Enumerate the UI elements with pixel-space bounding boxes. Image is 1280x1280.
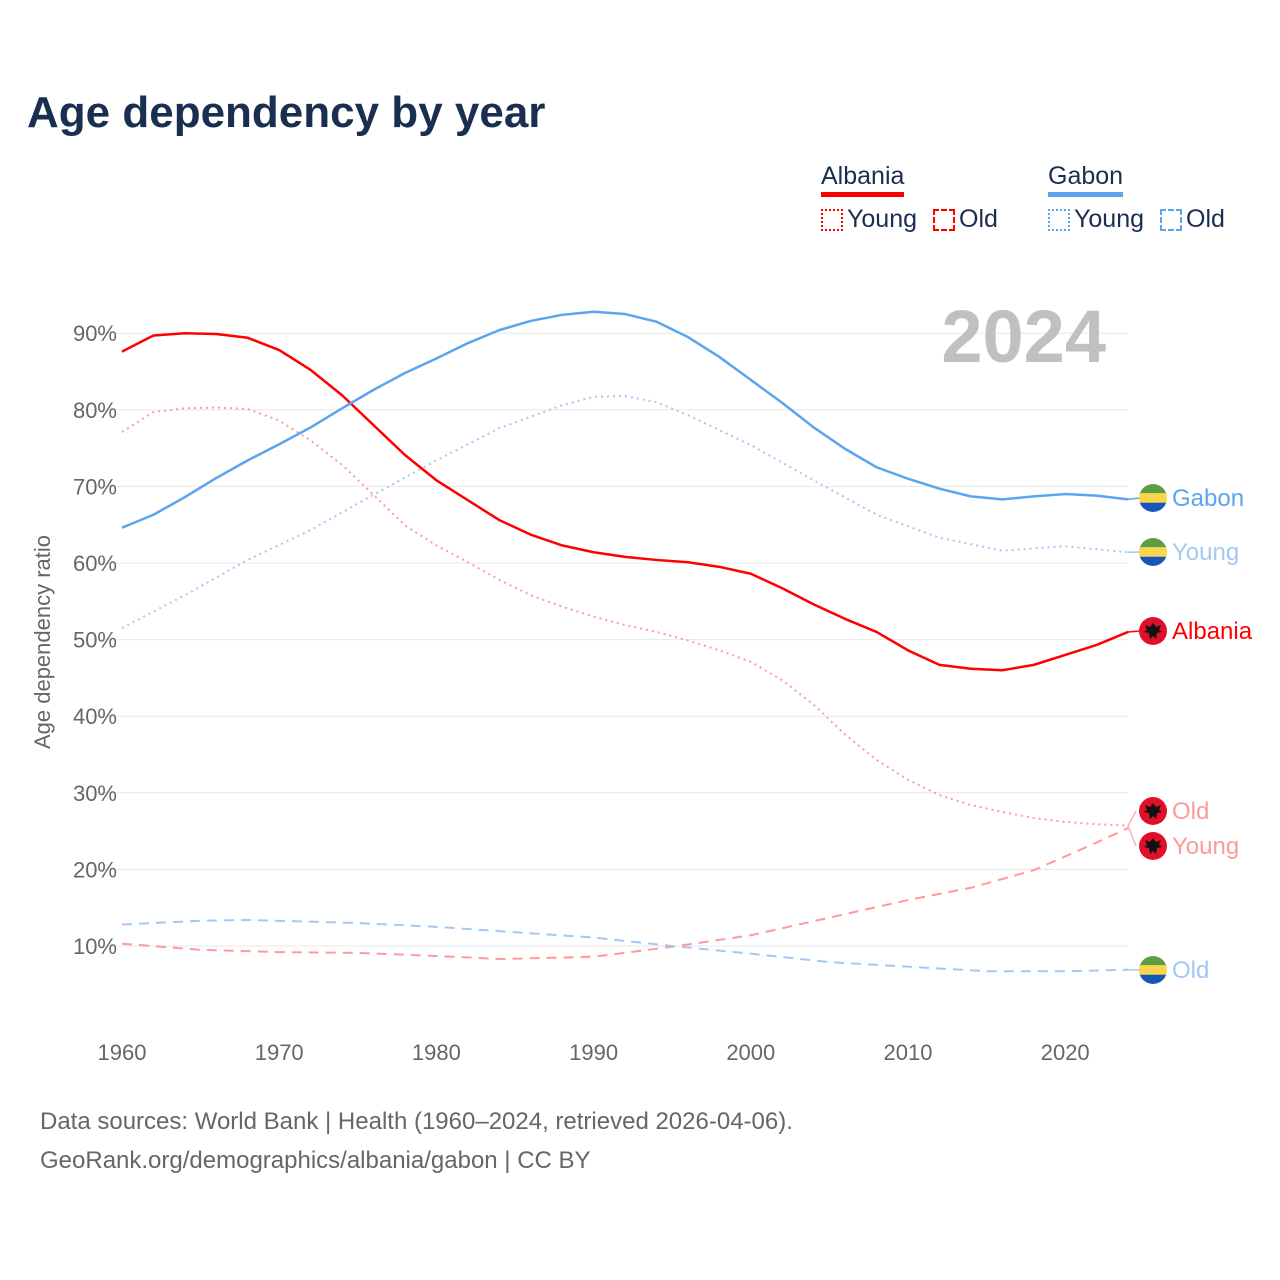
- albania-flag-icon: [1139, 797, 1167, 825]
- chart-title: Age dependency by year: [27, 88, 546, 137]
- series-lines: [121, 310, 1129, 973]
- x-tick-label: 1960: [98, 1040, 147, 1065]
- label-connector: [1127, 630, 1141, 633]
- dotted-swatch-icon: [821, 208, 843, 231]
- end-label: Young: [1172, 833, 1239, 860]
- series-line-gabon-young: [121, 395, 1129, 629]
- footer-sources: Data sources: World Bank | Health (1960–…: [40, 1108, 793, 1135]
- y-tick-label: 40%: [73, 704, 117, 729]
- legend-label: Young: [1074, 205, 1144, 233]
- end-labels: Albania Young Old Gabon Young Old: [1127, 484, 1253, 984]
- y-tick-label: 80%: [73, 398, 117, 423]
- legend-gabon-old: Old: [1160, 205, 1225, 234]
- series-line-albania-young: [121, 406, 1129, 827]
- label-connector: [1127, 810, 1137, 847]
- y-tick-label: 50%: [73, 628, 117, 653]
- legend-gabon-label: Gabon: [1048, 162, 1124, 197]
- x-tick-label: 2010: [884, 1040, 933, 1065]
- end-label: Young: [1172, 539, 1239, 566]
- y-tick-label: 90%: [73, 321, 117, 346]
- gabon-flag-icon: [1139, 538, 1167, 566]
- legend-gabon-young: Young: [1048, 205, 1144, 234]
- y-tick-label: 20%: [73, 857, 117, 882]
- x-tick-label: 2000: [726, 1040, 775, 1065]
- gabon-flag-icon: [1139, 484, 1167, 512]
- legend-label: Young: [847, 205, 917, 233]
- y-tick-label: 30%: [73, 781, 117, 806]
- y-tick-label: 60%: [73, 551, 117, 576]
- albania-flag-icon: [1139, 617, 1167, 645]
- gridlines: 10% 20% 30% 40% 50% 60% 70% 80% 90% 1960 1970 1980 1…: [73, 321, 1128, 1065]
- legend-albania: Albania Young Old: [821, 162, 998, 234]
- end-label: Old: [1172, 957, 1209, 984]
- x-tick-label: 1980: [412, 1040, 461, 1065]
- gabon-flag-icon: [1139, 956, 1167, 984]
- year-watermark: 2024: [941, 295, 1106, 378]
- legend-label: Old: [959, 205, 998, 233]
- x-tick-label: 1990: [569, 1040, 618, 1065]
- series-line-gabon: [121, 310, 1129, 529]
- series-line-albania-old: [121, 827, 1129, 961]
- series-line-gabon-old: [121, 918, 1129, 973]
- y-tick-label: 10%: [73, 934, 117, 959]
- legend-gabon: Gabon Young Old: [1048, 162, 1225, 234]
- legend-albania-old: Old: [933, 205, 998, 234]
- dashed-swatch-icon: [1160, 208, 1182, 231]
- end-label: Gabon: [1172, 485, 1244, 512]
- legend-label: Old: [1186, 205, 1225, 233]
- label-connector: [1127, 497, 1141, 501]
- y-axis-label: Age dependency ratio: [30, 535, 55, 749]
- series-line-albania: [121, 331, 1129, 672]
- footer-link[interactable]: GeoRank.org/demographics/albania/gabon |…: [40, 1147, 591, 1174]
- end-label: Albania: [1172, 618, 1253, 645]
- dashed-swatch-icon: [933, 208, 955, 231]
- legend-albania-label: Albania: [821, 162, 905, 197]
- x-tick-label: 2020: [1041, 1040, 1090, 1065]
- y-tick-label: 70%: [73, 474, 117, 499]
- x-tick-label: 1970: [255, 1040, 304, 1065]
- dotted-swatch-icon: [1048, 208, 1070, 231]
- albania-flag-icon: [1139, 832, 1167, 860]
- end-label: Old: [1172, 798, 1209, 825]
- legend-albania-young: Young: [821, 205, 917, 234]
